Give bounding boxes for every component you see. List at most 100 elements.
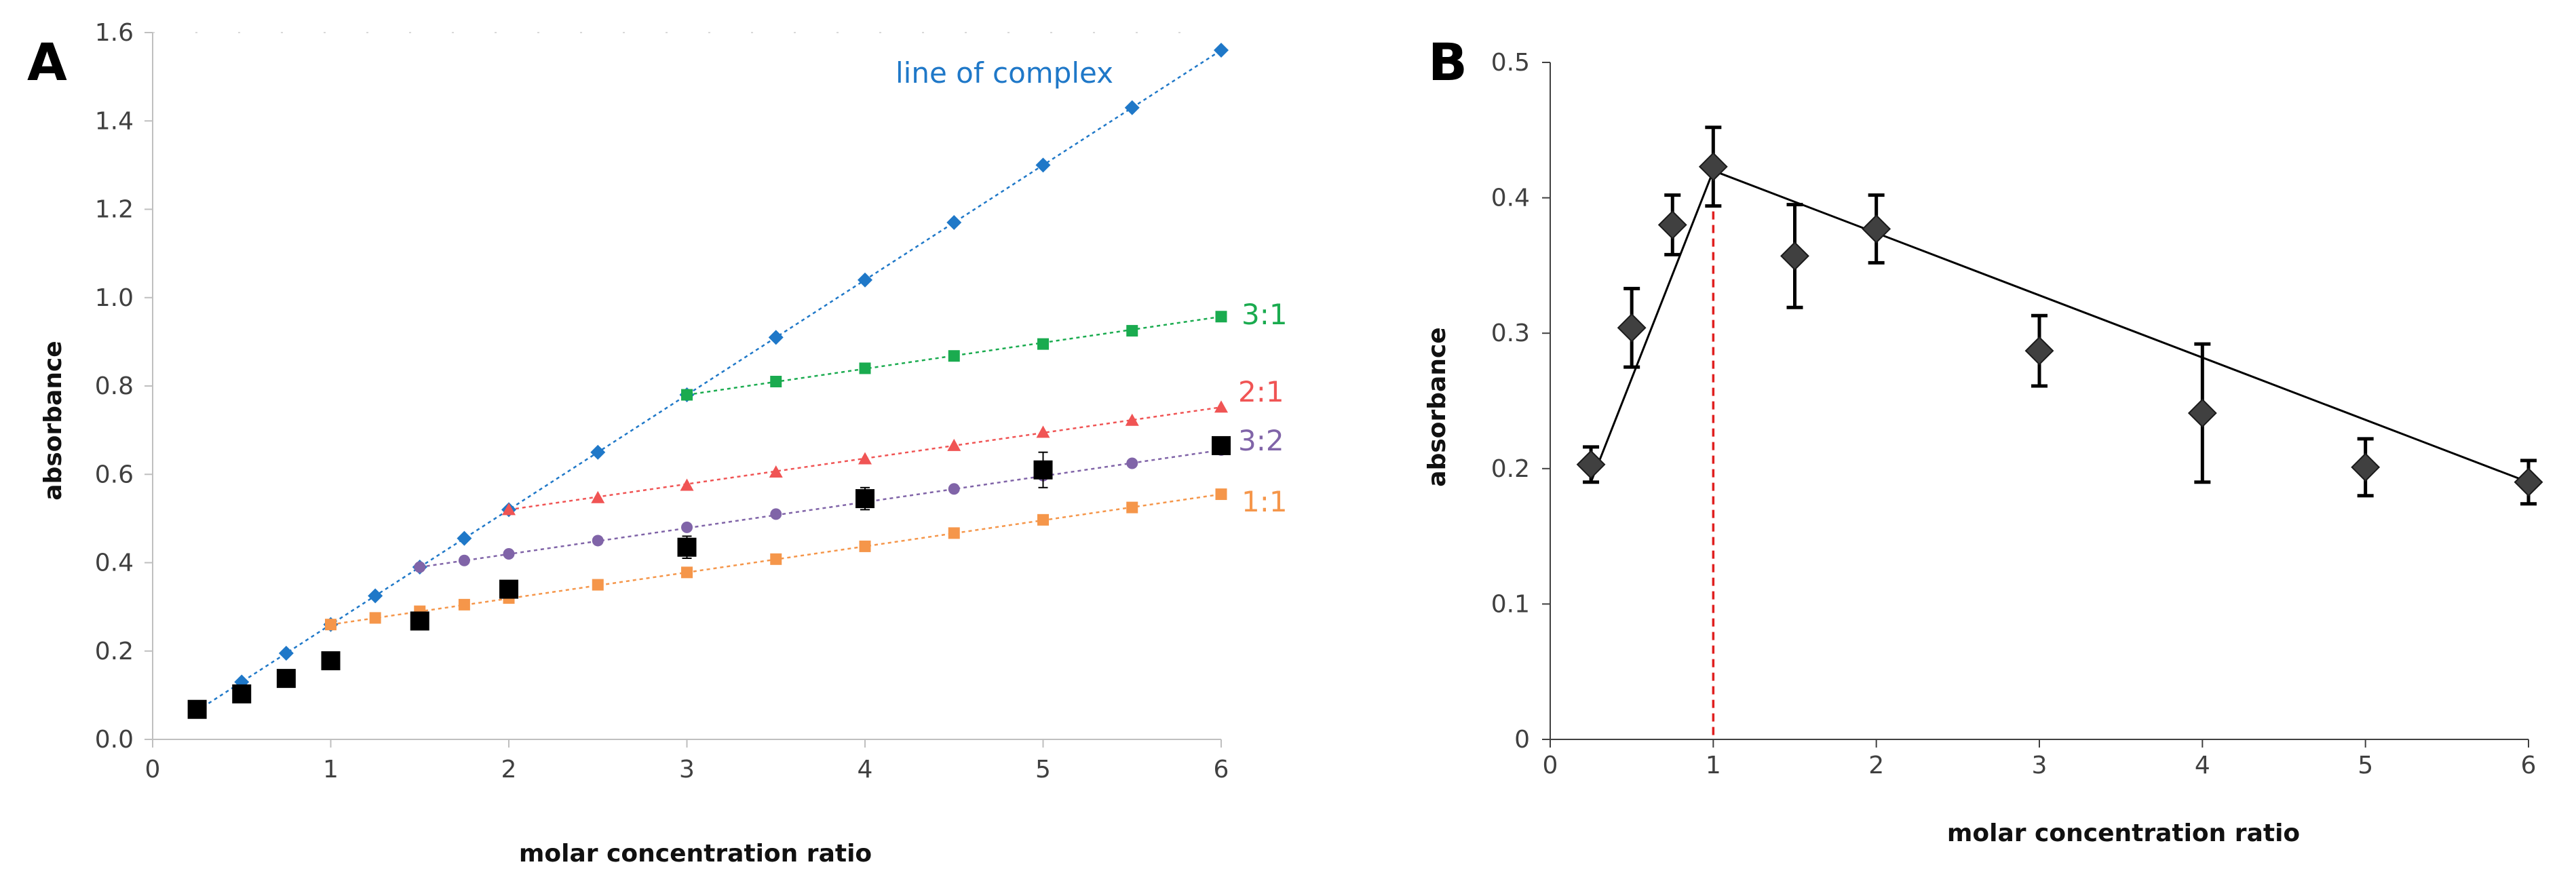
data-point (458, 554, 470, 566)
data-point (1215, 311, 1227, 323)
x-tick-label: 2 (1868, 752, 1884, 779)
data-point (948, 483, 960, 495)
data-point (677, 537, 697, 557)
series-label: line of complex (896, 56, 1113, 90)
panel-letter-b: B (1428, 32, 1467, 92)
y-tick-label: 1.4 (95, 107, 134, 135)
trend-line (419, 449, 1222, 568)
chart-panel-a: A 0 1 2 3 4 5 6 0.0 0.2 0.4 0.6 0.8 1.0 1.2 1.4 1.6 lin… (27, 19, 1288, 868)
data-point (1036, 425, 1050, 438)
y-tick-label: 0.0 (95, 726, 134, 754)
panel-letter-a: A (27, 32, 67, 92)
x-tick-label: 1 (1706, 752, 1721, 779)
y-axis-title: absorbance (1423, 327, 1451, 486)
data-point (1576, 450, 1606, 480)
trend-line (196, 49, 1222, 712)
data-point (770, 508, 782, 520)
data-point (369, 612, 381, 624)
series-label: 3:2 (1238, 424, 1284, 457)
data-point (946, 215, 962, 231)
y-tick-label: 0.5 (1491, 49, 1530, 77)
data-point (457, 530, 472, 546)
data-point (680, 478, 694, 491)
y-tick-label: 0.4 (95, 549, 134, 577)
y-tick-label: 1.6 (95, 19, 134, 47)
data-point (1035, 157, 1051, 173)
data-point (278, 646, 294, 661)
y-axis-title: absorbance (39, 341, 67, 500)
x-tick-label: 0 (1543, 752, 1558, 779)
data-point (2024, 336, 2054, 366)
y-tick-label: 0.4 (1491, 185, 1530, 212)
y-tick-label: 0.8 (95, 372, 134, 400)
trend-line (1590, 170, 1714, 483)
data-point (1126, 501, 1138, 514)
data-point (1037, 514, 1049, 526)
data-point (410, 611, 429, 631)
data-point (856, 489, 874, 509)
y-tick-label: 0.2 (95, 638, 134, 665)
x-tick-label: 4 (2195, 752, 2210, 779)
y-tick-label: 1.0 (95, 284, 134, 312)
data-point (1657, 210, 1687, 239)
data-point (590, 444, 606, 460)
data-point (770, 375, 782, 387)
data-point (1212, 436, 1231, 455)
data-point (1862, 214, 1891, 244)
y-tick-label: 0.3 (1491, 320, 1530, 347)
data-point (232, 684, 252, 703)
data-point (1780, 241, 1809, 271)
data-point (368, 588, 383, 604)
series-label: 1:1 (1242, 485, 1288, 518)
data-point (859, 540, 871, 552)
x-tick-label: 0 (145, 756, 161, 783)
data-point (1126, 325, 1138, 337)
data-point (499, 579, 518, 599)
data-point (321, 651, 341, 671)
series-label: 2:1 (1238, 375, 1284, 408)
data-point (858, 272, 872, 288)
data-point (1033, 460, 1053, 480)
data-point (1214, 400, 1228, 413)
data-point (859, 362, 871, 374)
x-axis-title: molar concentration ratio (519, 840, 872, 868)
data-point (187, 699, 207, 719)
data-point (948, 350, 960, 362)
y-tick-label: 0 (1514, 726, 1530, 754)
data-point (770, 553, 782, 565)
data-point (1698, 152, 1728, 182)
data-point (2187, 398, 2217, 428)
data-point (503, 547, 515, 560)
x-tick-label: 6 (1214, 756, 1229, 783)
x-tick-label: 4 (858, 756, 873, 783)
x-tick-label: 3 (2032, 752, 2048, 779)
data-point (2351, 452, 2381, 482)
x-tick-label: 5 (1035, 756, 1051, 783)
data-point (2514, 467, 2543, 497)
y-tick-label: 0.6 (95, 461, 134, 488)
x-axis-title: molar concentration ratio (1947, 819, 2300, 847)
data-point (591, 490, 605, 503)
data-point (768, 330, 784, 345)
trend-line (1712, 170, 2529, 484)
data-point (681, 389, 693, 401)
x-tick-label: 6 (2521, 752, 2537, 779)
y-tick-label: 0.1 (1491, 590, 1530, 618)
chart-panel-b: B 0 1 2 3 4 5 6 0 0.1 0.2 0.3 0.4 0.5 molar concentr… (1423, 32, 2543, 847)
data-point (1214, 43, 1229, 58)
y-tick-label: 0.2 (1491, 455, 1530, 483)
data-point (947, 438, 961, 451)
data-point (414, 561, 426, 573)
data-point (681, 566, 693, 579)
data-point (681, 521, 693, 533)
data-point (1125, 413, 1139, 426)
x-tick-label: 2 (501, 756, 517, 783)
data-point (592, 579, 604, 591)
x-tick-label: 5 (2358, 752, 2373, 779)
data-point (1126, 457, 1138, 469)
data-point (276, 669, 296, 689)
data-point (458, 598, 470, 611)
data-point (1617, 313, 1647, 343)
x-tick-label: 1 (323, 756, 339, 783)
